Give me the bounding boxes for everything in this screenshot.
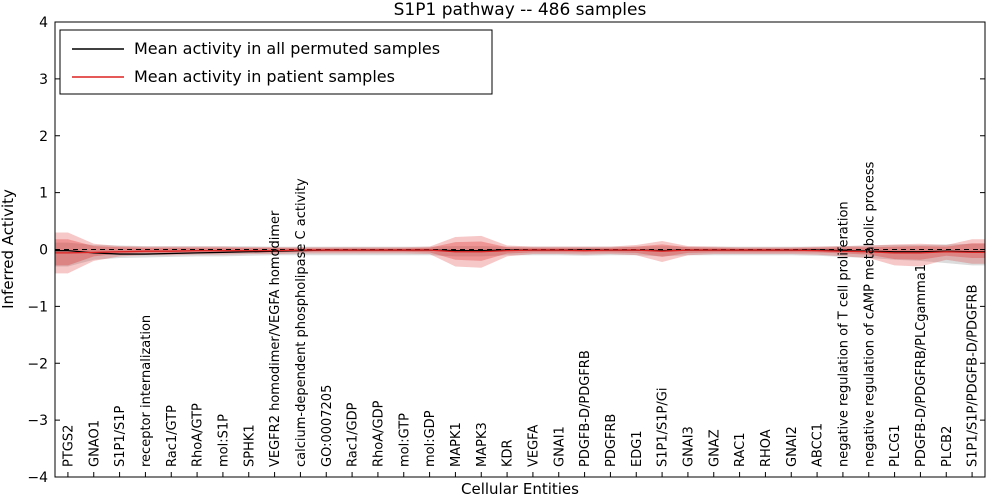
y-tick-label: −3 [27,413,48,429]
category-label: MAPK3 [475,422,490,467]
y-tick-label: 3 [39,72,48,88]
y-tick-label: 2 [39,129,48,145]
category-label: VEGFA [526,425,541,467]
y-tick-label: −4 [27,470,48,486]
category-label: PTGS2 [61,425,76,467]
legend-box [59,29,493,95]
y-tick-label: 4 [39,15,48,31]
category-label: GNAO1 [87,420,102,467]
category-label: RAC1 [733,432,748,467]
category-label: RhoA/GTP [191,403,206,467]
category-label: SPHK1 [242,424,257,467]
series-line-patient [55,249,985,254]
category-label: PLCG1 [888,424,903,467]
legend-label-permuted: Mean activity in all permuted samples [134,39,440,58]
category-label: GO:0007205 [320,385,335,467]
category-label: GNAI3 [681,426,696,467]
y-axis-label: Inferred Activity [0,189,17,309]
category-label: S1P1/S1P/Gi [656,388,671,467]
y-tick-label: −2 [27,356,48,372]
category-label: S1P1/S1P/PDGFB-D/PDGFRB [966,284,981,467]
category-label: RhoA/GDP [371,400,386,467]
category-label: calcium-dependent phospholipase C activi… [294,178,309,467]
category-label: mol:GTP [397,413,412,467]
category-label: mol:S1P [216,414,231,467]
category-label: KDR [501,439,516,467]
category-label: receptor internalization [139,315,154,467]
category-label: Rac1/GDP [346,402,361,467]
category-label: RHOA [759,429,774,467]
category-label: Rac1/GTP [165,405,180,467]
category-label: GNAI1 [552,426,567,467]
chart-title: S1P1 pathway -- 486 samples [394,0,647,20]
category-label: PDGFB-D/PDGFRB [578,350,593,467]
y-tick-label: 1 [39,186,48,202]
category-label: PLCB2 [940,426,955,467]
category-label: VEGFR2 homodimer/VEGFA homodimer [268,210,283,467]
x-axis-label: Cellular Entities [461,480,579,498]
category-label: S1P1/S1P [113,405,128,467]
y-tick-label: 0 [39,243,48,259]
category-label: GNAZ [707,429,722,467]
category-label: MAPK1 [449,422,464,467]
band-patient-range-outer [55,232,985,274]
legend: Mean activity in all permuted samples Me… [59,29,493,95]
category-label: negative regulation of T cell proliferat… [836,201,851,467]
plot-border [54,21,986,478]
legend-label-patient: Mean activity in patient samples [134,67,395,86]
category-label: EDG1 [630,430,645,467]
category-label: PDGFB-D/PDGFRB/PLCgamma1 [914,264,929,467]
y-tick-label: −1 [27,299,48,315]
band-patient-range-inner [55,239,985,266]
category-label: negative regulation of cAMP metabolic pr… [862,161,877,467]
category-label: mol:GDP [423,410,438,467]
category-label: ABCC1 [811,423,826,467]
category-label: GNAI2 [785,426,800,467]
category-label: PDGFRB [604,414,619,467]
band-permuted-range [55,242,985,267]
plot-area: −4 −3 −2 −1 0 1 2 3 4 PTGS2 GNAO1 S1P1/S1P receptor … [27,15,985,486]
